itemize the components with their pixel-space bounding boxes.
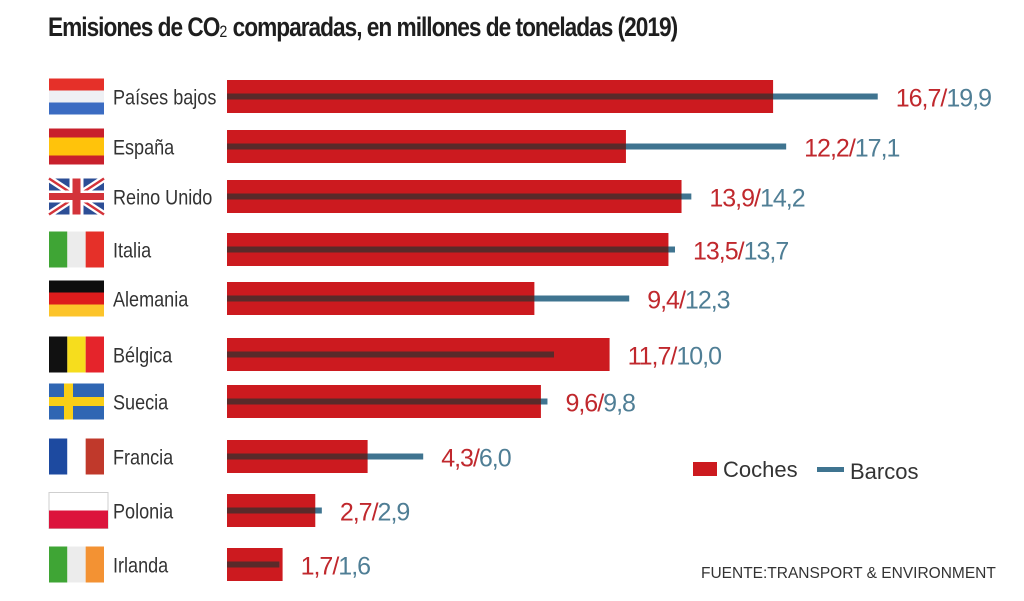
chart-row: Alemania 9,4/12,3	[49, 280, 731, 317]
chart-row: Francia 4,3/6,0	[49, 438, 512, 475]
value-barcos: 12,3	[685, 287, 730, 315]
italy-flag-icon	[49, 231, 104, 268]
country-label: Francia	[113, 446, 173, 470]
country-label: Bélgica	[113, 344, 172, 368]
chart-row: Italia 13,5/13,7	[49, 231, 789, 268]
value-coches: 13,9	[709, 185, 754, 213]
value-coches: 9,6	[565, 390, 597, 418]
legend-swatch-barcos	[817, 467, 844, 472]
value-separator: /	[849, 135, 856, 163]
value-separator: /	[670, 343, 677, 371]
value-separator: /	[372, 499, 379, 527]
belgium-flag-icon	[49, 336, 104, 373]
source-note: FUENTE:TRANSPORT & ENVIRONMENT	[701, 565, 996, 582]
spain-flag-icon	[49, 128, 104, 165]
value-coches: 4,3	[441, 445, 473, 473]
value-coches: 16,7	[896, 85, 941, 113]
value-barcos: 2,9	[378, 499, 410, 527]
line-barcos-overlap	[227, 453, 368, 460]
value-separator: /	[473, 445, 480, 473]
value-coches: 11,7	[628, 343, 671, 371]
value-coches: 2,7	[340, 499, 372, 527]
chart-row: Países bajos 16,7/19,9	[49, 78, 992, 115]
value-label: 9,4/12,3	[647, 287, 729, 315]
value-label: 2,7/2,9	[340, 499, 410, 527]
legend-label-barcos: Barcos	[850, 459, 918, 484]
value-separator: /	[940, 85, 947, 113]
value-separator: /	[332, 553, 339, 581]
chart-row: Bélgica 11,7/10,0	[49, 336, 722, 373]
country-label: Suecia	[113, 391, 168, 415]
country-label: Italia	[113, 239, 151, 263]
title-text: Emisiones de CO	[48, 12, 220, 42]
value-separator: /	[738, 238, 745, 266]
country-label: España	[113, 136, 174, 160]
line-barcos-overlap	[227, 398, 541, 405]
value-separator: /	[754, 185, 761, 213]
value-coches: 1,7	[301, 553, 333, 581]
country-label: Alemania	[113, 288, 188, 312]
value-coches: 13,5	[693, 238, 738, 266]
value-barcos: 6,0	[479, 445, 511, 473]
value-barcos: 10,0	[676, 343, 721, 371]
value-barcos: 19,9	[946, 85, 991, 113]
value-label: 9,6/9,8	[565, 390, 635, 418]
value-label: 11,7/10,0	[628, 343, 722, 371]
value-barcos: 9,8	[603, 390, 635, 418]
country-label: Reino Unido	[113, 186, 212, 210]
line-barcos-overlap	[227, 295, 535, 302]
value-label: 13,5/13,7	[693, 238, 788, 266]
germany-flag-icon	[49, 280, 104, 317]
country-label: Irlanda	[113, 554, 168, 578]
poland-flag-icon	[48, 492, 109, 529]
country-label: Polonia	[113, 500, 173, 524]
line-barcos-overlap	[227, 93, 774, 100]
sweden-flag-icon	[49, 383, 104, 420]
value-label: 12,2/17,1	[804, 135, 899, 163]
value-barcos: 14,2	[760, 185, 805, 213]
line-barcos-overlap	[227, 193, 682, 200]
value-coches: 12,2	[804, 135, 849, 163]
line-barcos-overlap	[227, 143, 626, 150]
country-label: Países bajos	[113, 86, 217, 110]
chart-row: Reino Unido 13,9/14,2	[47, 175, 806, 218]
netherlands-flag-icon	[49, 78, 104, 115]
value-separator: /	[597, 390, 604, 418]
line-barcos-overlap	[227, 561, 280, 568]
line-barcos-overlap	[227, 507, 316, 514]
value-coches: 9,4	[647, 287, 680, 315]
chart-title: Emisiones de CO2 comparadas, en millones…	[48, 12, 678, 43]
uk-flag-icon	[47, 175, 106, 218]
title-text-rest: comparadas, en millones de toneladas (20…	[227, 12, 678, 42]
legend-swatch-coches	[693, 462, 717, 476]
value-label: 16,7/19,9	[896, 85, 991, 113]
value-barcos: 13,7	[744, 238, 789, 266]
value-barcos: 17,1	[855, 135, 900, 163]
ireland-flag-icon	[49, 546, 104, 583]
chart-row: Suecia 9,6/9,8	[49, 383, 636, 420]
line-barcos-overlap	[227, 351, 554, 358]
value-label: 4,3/6,0	[441, 445, 511, 473]
value-separator: /	[679, 287, 686, 315]
legend: Coches Barcos	[693, 457, 918, 484]
value-label: 1,7/1,6	[301, 553, 371, 581]
line-barcos-overlap	[227, 246, 669, 253]
chart-row: Irlanda 1,7/1,6	[49, 546, 371, 583]
title-subscript: 2	[219, 22, 228, 41]
value-label: 13,9/14,2	[709, 185, 804, 213]
france-flag-icon	[49, 438, 104, 475]
value-barcos: 1,6	[338, 553, 370, 581]
chart-row: Polonia 2,7/2,9	[48, 492, 410, 529]
legend-label-coches: Coches	[723, 457, 798, 482]
chart-row: España 12,2/17,1	[49, 128, 901, 165]
